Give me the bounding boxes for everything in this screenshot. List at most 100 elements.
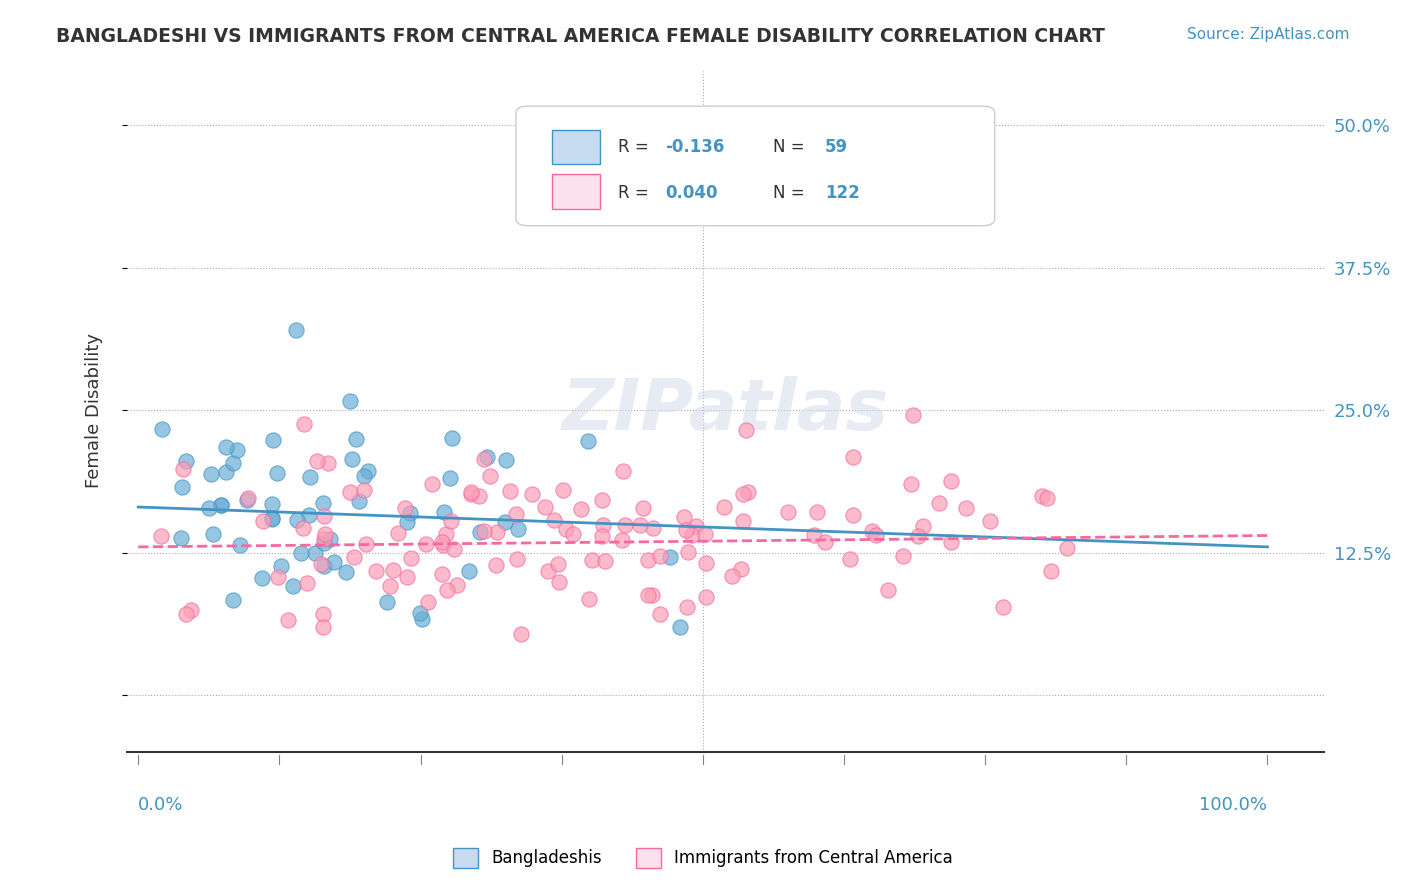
Point xyxy=(612,464,634,478)
Point xyxy=(614,518,637,533)
Legend: Bangladeshis, Immigrants from Central America: Bangladeshis, Immigrants from Central Am… xyxy=(447,841,959,875)
Point xyxy=(311,620,333,634)
Point xyxy=(229,538,252,552)
Point xyxy=(695,590,717,604)
Point xyxy=(309,558,332,572)
Point xyxy=(292,417,315,431)
Point xyxy=(432,538,454,552)
Point xyxy=(494,515,516,529)
Point xyxy=(551,483,574,497)
Point xyxy=(347,494,370,508)
Point xyxy=(312,558,335,573)
Point xyxy=(378,579,401,593)
Point xyxy=(569,502,592,516)
Point xyxy=(277,613,299,627)
Point xyxy=(316,456,339,470)
Point xyxy=(672,510,695,524)
Point xyxy=(593,554,616,568)
Point xyxy=(485,558,508,572)
Point xyxy=(918,176,941,190)
Point xyxy=(312,532,335,546)
Point xyxy=(172,461,194,475)
Point xyxy=(901,408,924,422)
Point xyxy=(209,498,232,512)
Point xyxy=(506,552,529,566)
Point xyxy=(733,514,755,528)
Point xyxy=(295,575,318,590)
Point xyxy=(387,526,409,541)
Point xyxy=(357,464,380,478)
Point xyxy=(198,500,221,515)
Point xyxy=(200,467,222,481)
Point xyxy=(506,522,529,536)
Point xyxy=(641,588,664,602)
Point xyxy=(637,588,659,602)
Point xyxy=(252,514,274,528)
Point xyxy=(693,527,716,541)
Point xyxy=(803,528,825,542)
Point xyxy=(675,524,697,538)
Point xyxy=(440,431,463,445)
Text: R =: R = xyxy=(617,184,654,202)
Point xyxy=(838,551,860,566)
Point xyxy=(262,497,284,511)
Point xyxy=(474,524,496,539)
Point xyxy=(353,483,375,497)
Point xyxy=(415,537,437,551)
Text: Source: ZipAtlas.com: Source: ZipAtlas.com xyxy=(1187,27,1350,42)
Point xyxy=(285,513,308,527)
Point xyxy=(222,593,245,607)
Text: 0.0%: 0.0% xyxy=(138,797,184,814)
Point xyxy=(648,549,671,564)
Point xyxy=(150,422,173,436)
Text: N =: N = xyxy=(773,138,810,156)
Bar xyxy=(551,175,600,209)
Point xyxy=(979,514,1001,528)
Point xyxy=(266,467,288,481)
Point xyxy=(478,468,501,483)
Point xyxy=(180,603,202,617)
Point xyxy=(581,552,603,566)
Point xyxy=(865,528,887,542)
Y-axis label: Female Disability: Female Disability xyxy=(86,333,103,488)
Point xyxy=(814,534,837,549)
Point xyxy=(433,505,456,519)
Point xyxy=(305,454,328,468)
Point xyxy=(260,511,283,525)
Text: R =: R = xyxy=(617,138,654,156)
Point xyxy=(460,487,482,501)
Point xyxy=(475,450,498,464)
Point xyxy=(505,507,527,521)
Point xyxy=(911,519,934,533)
Point xyxy=(907,528,929,542)
Point xyxy=(344,432,367,446)
Point xyxy=(222,456,245,470)
Text: 100.0%: 100.0% xyxy=(1199,797,1267,814)
Point xyxy=(472,452,495,467)
Point xyxy=(543,513,565,527)
Point xyxy=(342,451,364,466)
Point xyxy=(486,524,509,539)
Point xyxy=(862,524,884,539)
Point xyxy=(364,564,387,578)
Point xyxy=(262,433,284,447)
Point xyxy=(215,440,238,454)
Point xyxy=(290,546,312,560)
Point xyxy=(561,527,583,541)
Bar xyxy=(551,130,600,164)
Point xyxy=(235,492,257,507)
Point xyxy=(499,484,522,499)
Point xyxy=(304,545,326,559)
Point xyxy=(170,531,193,545)
Point xyxy=(409,606,432,620)
Point xyxy=(548,574,571,589)
Point xyxy=(314,527,336,541)
Point xyxy=(446,578,468,592)
Point xyxy=(420,476,443,491)
Point xyxy=(1056,541,1078,556)
Point xyxy=(250,571,273,585)
Point xyxy=(733,487,755,501)
Text: N =: N = xyxy=(773,184,810,202)
Point xyxy=(215,466,238,480)
Point xyxy=(312,508,335,523)
